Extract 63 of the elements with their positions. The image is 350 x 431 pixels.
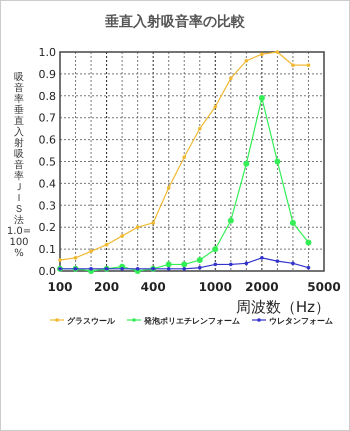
point: [182, 155, 186, 159]
point: [89, 267, 93, 271]
y-tick-label: 0.4: [38, 177, 56, 190]
point: [182, 267, 186, 271]
legend-label: グラスウール: [67, 316, 116, 326]
y-tick-label: 0.7: [38, 112, 56, 125]
y-tick-label: 0.3: [38, 199, 56, 212]
y-tick-label: 0.8: [38, 90, 56, 103]
x-axis-title: 周波数（Hz）: [236, 298, 330, 316]
y-tick-label: 0.9: [38, 68, 56, 81]
point: [260, 256, 264, 260]
x-tick-label: 5000: [307, 280, 341, 294]
point: [198, 266, 202, 270]
chart-title: 垂直入射吸音率の比較: [104, 13, 246, 30]
y-tick-label: 0.6: [38, 134, 56, 147]
legend-label: ウレタンフォーム: [269, 316, 333, 326]
point: [260, 52, 264, 56]
point: [136, 225, 140, 229]
point: [306, 266, 310, 270]
y-tick-label: 0.2: [38, 221, 56, 234]
x-tick-label: 400: [140, 280, 166, 294]
point: [166, 261, 172, 268]
point: [258, 94, 265, 101]
point: [136, 267, 140, 271]
point: [306, 63, 310, 67]
point: [58, 258, 62, 262]
y-tick-label: 0.0: [38, 265, 56, 278]
point: [151, 221, 155, 225]
point: [181, 261, 188, 268]
point: [291, 63, 295, 67]
point: [276, 259, 280, 263]
point: [212, 246, 218, 252]
point: [274, 158, 280, 164]
point: [89, 249, 93, 254]
x-tick-label: 200: [94, 280, 120, 294]
point: [243, 160, 250, 167]
point: [196, 257, 203, 264]
point: [244, 262, 248, 266]
y-tick-label: 0.5: [38, 156, 56, 168]
point: [244, 58, 248, 63]
x-tick-label: 100: [47, 280, 73, 294]
point: [198, 126, 202, 130]
y-tick-label: 0.1: [38, 243, 56, 256]
text: 吸音率垂直入射吸音率ＪＩＳ法1.0=100%: [6, 72, 32, 259]
point: [290, 220, 296, 226]
point: [166, 186, 171, 190]
x-tick-label: 1000: [198, 280, 232, 294]
point: [276, 50, 280, 54]
point: [74, 256, 78, 260]
point: [229, 262, 233, 266]
point: [228, 218, 234, 224]
point: [120, 267, 124, 271]
y-tick-label: 1.0: [38, 46, 56, 59]
point: [305, 240, 312, 246]
point: [213, 262, 218, 266]
point: [291, 262, 295, 266]
point: [166, 267, 171, 271]
point: [104, 242, 108, 247]
point: [213, 104, 218, 109]
point: [229, 76, 233, 80]
point: [120, 234, 124, 238]
legend-label: 発泡ポリエチレンフォーム: [143, 316, 240, 326]
x-tick-label: 2000: [245, 280, 279, 294]
